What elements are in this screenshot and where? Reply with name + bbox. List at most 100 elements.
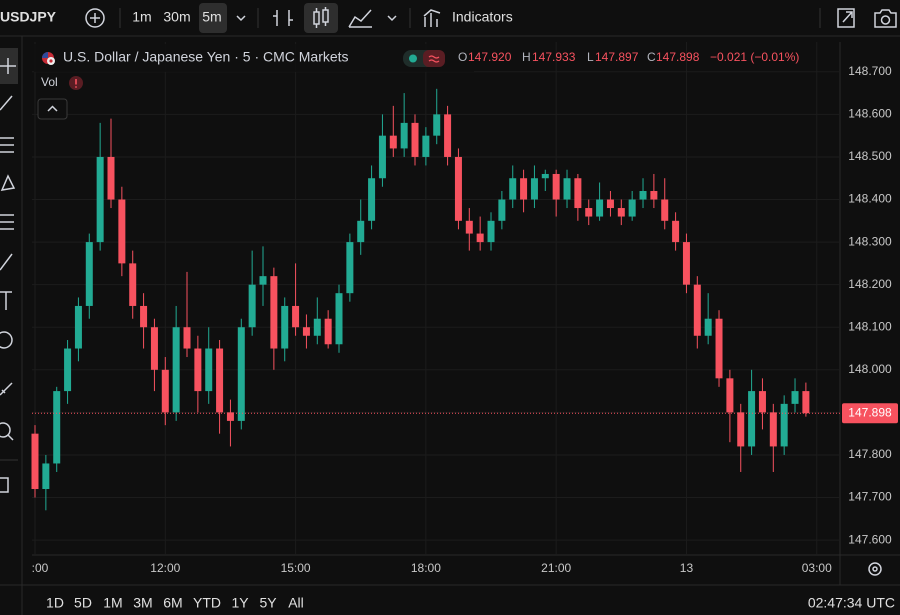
candle-body <box>791 391 799 404</box>
candle-body <box>107 156 115 200</box>
candle-body <box>172 327 180 413</box>
candle-body <box>596 199 604 217</box>
candle-body <box>715 318 723 379</box>
low-value: 147.897 <box>595 50 639 64</box>
open-label: O <box>458 50 467 64</box>
delay-badge <box>423 50 445 67</box>
top-toolbar <box>0 0 900 36</box>
candle-body <box>704 318 712 336</box>
candle-body <box>346 242 354 294</box>
candle-body <box>31 433 39 490</box>
candle-body <box>509 178 517 200</box>
x-tick-label: 03:00 <box>802 561 832 575</box>
volume-warning[interactable] <box>69 76 83 90</box>
candle-body <box>313 318 321 336</box>
range-button[interactable]: All <box>288 595 304 611</box>
range-button[interactable]: 6M <box>163 595 182 611</box>
candle-body <box>802 391 810 414</box>
x-tick-label: 15:00 <box>281 561 311 575</box>
candle-body <box>454 156 462 221</box>
candle-body <box>64 348 72 392</box>
candle-body <box>574 178 582 209</box>
range-button[interactable]: 1Y <box>231 595 249 611</box>
candle-body <box>118 199 126 264</box>
area-icon[interactable] <box>348 9 372 28</box>
range-button[interactable]: 5D <box>74 595 92 611</box>
bar-replay-icon[interactable] <box>273 10 293 26</box>
candle-body <box>617 208 625 217</box>
candle-body <box>248 284 256 328</box>
open-value: 147.920 <box>468 50 512 64</box>
x-tick-label: :00 <box>32 561 49 575</box>
indicators-button[interactable]: Indicators <box>452 9 513 25</box>
fullscreen-icon[interactable] <box>837 8 855 28</box>
candle-body <box>758 391 766 413</box>
add-symbol-button[interactable] <box>85 8 105 28</box>
candle-body <box>748 391 756 447</box>
candle-body <box>769 412 777 447</box>
candle-body <box>42 463 50 490</box>
interval-button[interactable]: 1m <box>132 9 151 25</box>
settings-icon[interactable] <box>868 562 882 576</box>
candle-body <box>140 305 148 328</box>
collapse-legend-button[interactable] <box>37 98 68 120</box>
candle-body <box>639 191 647 200</box>
last-price-label: 147.898 <box>848 405 892 419</box>
candle-body <box>183 327 191 349</box>
candle-body <box>53 391 61 464</box>
candle-body <box>530 178 538 200</box>
range-button[interactable]: 3M <box>133 595 152 611</box>
y-tick-label: 148.100 <box>848 319 892 333</box>
candle-body <box>194 348 202 392</box>
chart-type-dropdown[interactable] <box>387 15 397 22</box>
candle-body <box>780 403 788 447</box>
y-tick-label: 147.800 <box>848 447 892 461</box>
candle-body <box>661 199 669 221</box>
close-label: C <box>647 50 656 64</box>
axes: 148.700 148.600 148.500 148.400 148.300 148.2… <box>32 64 898 575</box>
candle-body <box>335 293 343 345</box>
y-tick-label: 148.400 <box>848 192 892 206</box>
high-label: H <box>522 50 531 64</box>
indicators-icon[interactable] <box>423 9 441 27</box>
candle-body <box>422 135 430 157</box>
last-price-box <box>842 403 898 424</box>
candle-body <box>465 220 473 234</box>
candle-body <box>292 305 300 328</box>
candle-body <box>74 305 82 349</box>
y-tick-label: 147.600 <box>848 532 892 546</box>
range-button[interactable]: 1M <box>103 595 122 611</box>
candle-body <box>433 114 441 136</box>
close-value: 147.898 <box>656 50 700 64</box>
range-button[interactable]: YTD <box>193 595 221 611</box>
interval-dropdown[interactable] <box>236 15 246 22</box>
symbol[interactable]: USDJPY <box>0 9 57 25</box>
snapshot-icon[interactable] <box>874 9 897 28</box>
range-button[interactable]: 5Y <box>259 595 277 611</box>
candle-body <box>96 156 104 243</box>
candle-body <box>628 199 636 217</box>
range-button[interactable]: 1D <box>46 595 64 611</box>
interval-button[interactable]: 30m <box>163 9 190 25</box>
candle-body <box>259 276 267 285</box>
high-value: 147.933 <box>532 50 576 64</box>
candle-body <box>368 178 376 221</box>
y-tick-label: 148.600 <box>848 107 892 121</box>
active-interval-bg <box>199 3 227 33</box>
candle-body <box>85 242 93 306</box>
candle-body <box>378 135 386 179</box>
candle-body <box>585 208 593 217</box>
y-tick-label: 148.300 <box>848 234 892 248</box>
candle-body <box>726 378 734 413</box>
candle-body <box>498 199 506 221</box>
symbol-title: U.S. Dollar / Japanese Yen · 5 · CMC Mar… <box>63 49 349 65</box>
candle-body <box>672 220 680 243</box>
candle-body <box>161 369 169 413</box>
clock[interactable]: 02:47:34 UTC <box>808 595 895 611</box>
candle-body <box>389 135 397 149</box>
left-tools[interactable] <box>0 58 16 493</box>
candle-body <box>129 263 137 306</box>
candles-icon[interactable] <box>313 7 329 28</box>
interval-button[interactable]: 5m <box>202 9 221 25</box>
